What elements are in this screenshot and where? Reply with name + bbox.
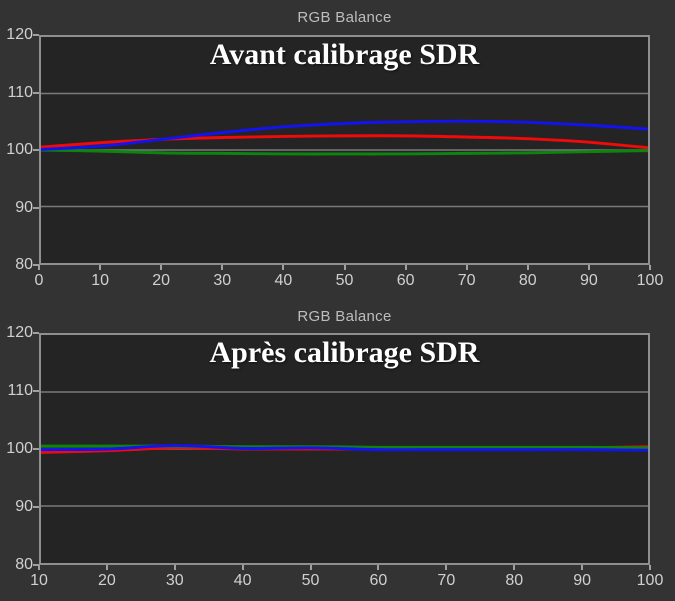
x-tick-mark bbox=[445, 565, 448, 570]
x-tick-label: 0 bbox=[34, 272, 44, 289]
y-tick-mark bbox=[33, 448, 39, 450]
chart-title: RGB Balance bbox=[297, 308, 392, 325]
x-tick-mark bbox=[465, 265, 468, 270]
y-tick-mark bbox=[33, 34, 39, 36]
plot-canvas bbox=[41, 391, 648, 507]
x-tick-mark bbox=[404, 265, 407, 270]
x-tick-mark bbox=[160, 265, 163, 270]
y-tick-label: 80 bbox=[15, 556, 33, 573]
y-tick-label: 80 bbox=[15, 256, 33, 273]
x-tick-mark bbox=[343, 265, 346, 270]
y-tick-mark bbox=[33, 506, 39, 508]
y-tick-label: 100 bbox=[6, 141, 33, 158]
x-tick-mark bbox=[649, 565, 651, 570]
x-tick-label: 20 bbox=[97, 572, 116, 589]
y-tick-label: 110 bbox=[7, 382, 33, 399]
plot-canvas bbox=[41, 92, 648, 208]
x-tick-mark bbox=[105, 565, 108, 570]
x-tick-mark bbox=[309, 565, 312, 570]
x-tick-label: 80 bbox=[518, 272, 537, 289]
x-tick-label: 90 bbox=[573, 572, 591, 589]
y-tick-mark bbox=[33, 206, 39, 209]
x-tick-label: 20 bbox=[152, 272, 171, 289]
y-tick-mark bbox=[33, 149, 39, 151]
x-tick-mark bbox=[513, 565, 516, 570]
x-tick-mark bbox=[587, 265, 590, 270]
x-tick-mark bbox=[99, 265, 102, 270]
x-tick-label: 100 bbox=[636, 572, 664, 589]
x-tick-mark bbox=[649, 265, 651, 270]
x-tick-mark bbox=[282, 265, 285, 270]
x-tick-mark bbox=[241, 565, 244, 570]
x-tick-label: 10 bbox=[30, 572, 48, 589]
x-tick-label: 80 bbox=[505, 572, 524, 589]
x-tick-label: 10 bbox=[91, 272, 109, 289]
x-tick-mark bbox=[581, 565, 584, 570]
y-tick-mark bbox=[33, 564, 39, 566]
y-tick-mark bbox=[33, 332, 39, 334]
x-tick-label: 70 bbox=[457, 272, 476, 289]
annotation-after: Après calibrage SDR bbox=[209, 336, 480, 369]
plot-area: Après calibrage SDR bbox=[39, 333, 650, 565]
x-tick-mark bbox=[173, 565, 176, 570]
y-tick-label: 120 bbox=[6, 324, 33, 341]
series-line-blue bbox=[41, 444, 648, 452]
y-tick-label: 90 bbox=[15, 498, 33, 515]
chart-title: RGB Balance bbox=[297, 9, 392, 26]
x-tick-label: 40 bbox=[274, 272, 293, 289]
y-tick-mark bbox=[33, 390, 39, 392]
y-tick-label: 100 bbox=[6, 440, 33, 457]
series-line-green bbox=[41, 148, 648, 156]
x-tick-mark bbox=[38, 565, 40, 570]
x-tick-label: 90 bbox=[579, 272, 598, 289]
x-tick-label: 100 bbox=[636, 272, 664, 289]
x-tick-label: 50 bbox=[301, 572, 320, 589]
x-tick-label: 50 bbox=[335, 272, 354, 289]
x-tick-mark bbox=[377, 565, 380, 570]
y-tick-label: 120 bbox=[6, 26, 33, 43]
annotation-before: Avant calibrage SDR bbox=[209, 38, 480, 71]
x-tick-mark bbox=[38, 265, 40, 270]
y-tick-mark bbox=[33, 91, 39, 94]
y-tick-mark bbox=[33, 264, 39, 266]
x-tick-label: 30 bbox=[213, 272, 232, 289]
x-tick-label: 40 bbox=[233, 572, 252, 589]
x-tick-label: 60 bbox=[396, 272, 415, 289]
x-tick-mark bbox=[526, 265, 529, 270]
x-tick-mark bbox=[221, 265, 224, 270]
plot-area: Avant calibrage SDR bbox=[39, 35, 650, 265]
x-tick-label: 30 bbox=[165, 572, 184, 589]
y-tick-label: 90 bbox=[15, 198, 33, 216]
series-line-blue bbox=[41, 119, 648, 151]
x-tick-label: 70 bbox=[437, 572, 456, 589]
y-tick-label: 110 bbox=[7, 83, 33, 101]
x-tick-label: 60 bbox=[369, 572, 388, 589]
